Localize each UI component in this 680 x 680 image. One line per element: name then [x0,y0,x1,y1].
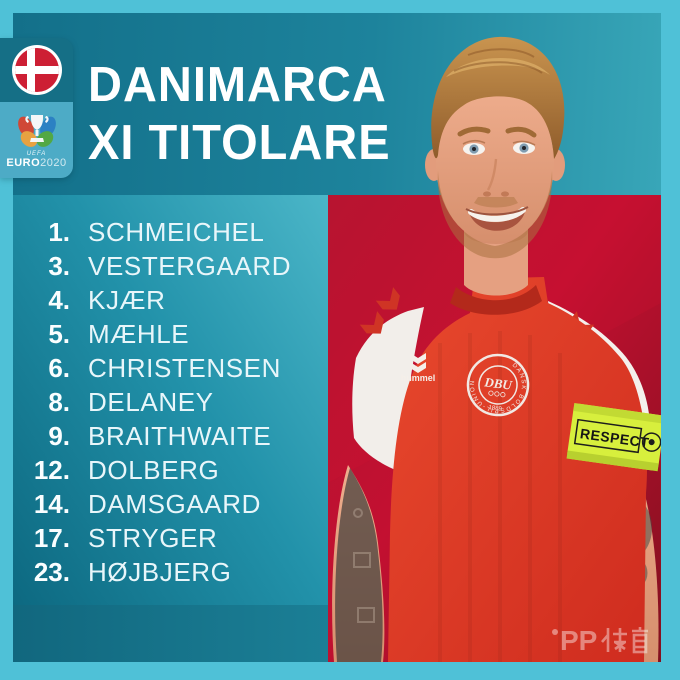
player-number: 4. [48,284,70,315]
eyebrows [457,126,537,138]
player-name: STRYGER [88,522,218,553]
flag-section [0,38,73,102]
player-photo-illustration: hummel DANSK BOLDSPIL-UNION DBU 1889 [328,36,661,662]
player-photo: hummel DANSK BOLDSPIL-UNION DBU 1889 [328,13,661,662]
player-number: 1. [48,216,70,247]
list-item: 3. VESTERGAARD [13,249,328,283]
hummel-logo-text: hummel [401,373,436,383]
watermark-latin: PP [560,625,597,656]
player-left-arm [332,465,385,662]
hair-highlight [446,57,550,77]
player-name: MÆHLE [88,318,190,349]
player-number: 23. [33,556,70,587]
player-name: SCHMEICHEL [88,216,265,247]
hummel-logo: hummel [401,353,436,383]
list-item: 1. SCHMEICHEL [13,215,328,249]
left-sleeve [352,287,424,471]
euro2020-trophy-icon [17,115,56,147]
crest-rings [488,390,506,398]
jersey-torso [388,277,647,662]
mustache [474,197,518,208]
player-name: HØJBJERG [88,556,232,587]
eyes [462,139,536,155]
player-number: 9. [48,420,70,451]
player-name: DAMSGAARD [88,488,261,519]
player-head [425,36,565,259]
player-number: 14. [33,488,70,519]
mouth [465,206,529,231]
player-name: KJÆR [88,284,166,315]
crest-initials: DBU [483,374,514,392]
list-item: 5. MÆHLE [13,317,328,351]
armband-uefa-emblem [641,432,661,452]
page-title: DANIMARCA XI TITOLARE [88,55,391,171]
tournament-badge: UEFA EURO2020 [0,38,73,178]
player-number: 5. [48,318,70,349]
player-name: DELANEY [88,386,214,417]
player-number: 8. [48,386,70,417]
list-item: 23. HØJBJERG [13,555,328,589]
player-name: VESTERGAARD [88,250,292,281]
crest-year: 1889 [488,405,503,413]
player-number: 3. [48,250,70,281]
pp-sports-watermark-icon: PP [552,625,648,656]
list-item: 12. DOLBERG [13,453,328,487]
beard [437,171,553,259]
watermark-cjk-glyphs [601,627,648,654]
nose [483,158,509,197]
uefa-label: UEFA [26,151,47,157]
list-item: 6. CHRISTENSEN [13,351,328,385]
player-number: 17. [33,522,70,553]
watermark: PP [551,622,651,661]
euro2020-label: EURO2020 [6,157,67,169]
euro2020-logo: UEFA EURO2020 [0,102,73,178]
content-area: DANIMARCA XI TITOLARE 1. SCHMEICHEL 3. VES… [13,13,661,662]
denmark-flag-icon [11,45,62,95]
left-arm-tattoo-details [353,508,375,623]
list-item: 14. DAMSGAARD [13,487,328,521]
lineup-list: 1. SCHMEICHEL 3. VESTERGAARD 4. KJÆR 5. MÆHL… [13,195,328,605]
title-line-2: XI TITOLARE [88,114,391,170]
player-name: BRAITHWAITE [88,420,272,451]
title-line-1: DANIMARCA [88,56,387,112]
player-name: CHRISTENSEN [88,352,281,383]
list-item: 4. KJÆR [13,283,328,317]
player-name: DOLBERG [88,454,220,485]
captain-armband: RESPECT [566,403,661,472]
hair-strands [453,48,543,74]
player-number: 6. [48,352,70,383]
jersey-collar [450,285,542,315]
player-number: 12. [33,454,70,485]
list-item: 17. STRYGER [13,521,328,555]
footer-strip [13,605,328,662]
list-item: 9. BRAITHWAITE [13,419,328,453]
list-item: 8. DELANEY [13,385,328,419]
jersey-texture [438,331,562,662]
